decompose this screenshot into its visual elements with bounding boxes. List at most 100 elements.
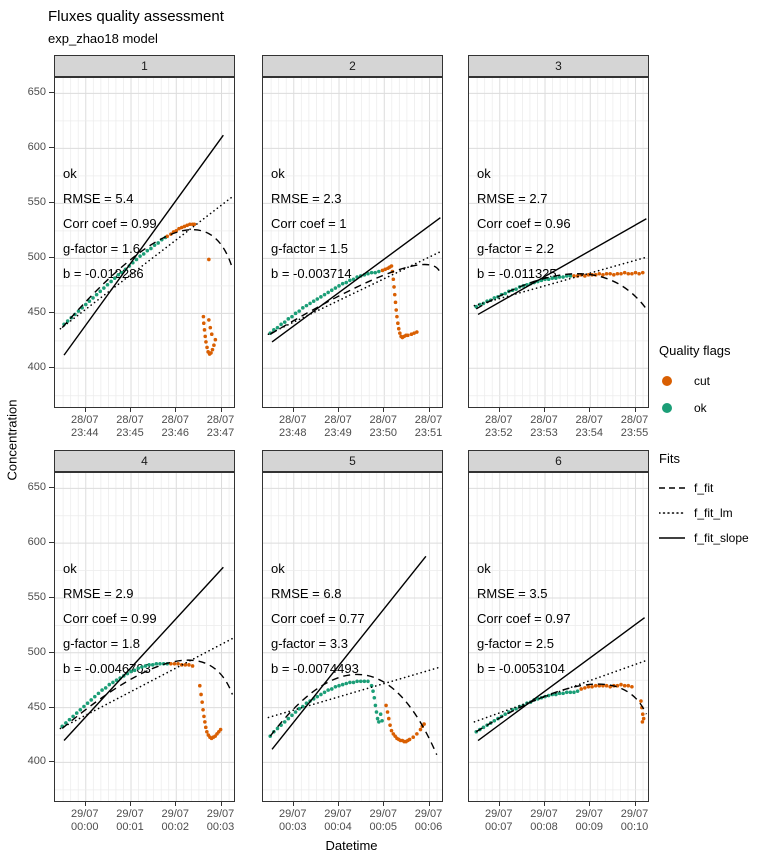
facet-strip: 3 — [468, 55, 649, 77]
x-tick-label-line: 23:52 — [485, 427, 513, 439]
point-ok — [149, 246, 153, 251]
point-cut — [177, 226, 181, 231]
point-ok — [286, 716, 291, 721]
point-cut — [183, 663, 188, 667]
legend-item-f_fit_lm: f_fit_lm — [659, 500, 765, 525]
point-ok — [337, 284, 341, 288]
x-tick-label-line: 29/07 — [71, 808, 99, 820]
x-tick-label: 28/07 23:50 — [360, 414, 406, 440]
point-ok — [481, 725, 486, 730]
point-ok — [93, 694, 97, 699]
point-ok — [377, 269, 381, 274]
point-ok — [329, 687, 334, 691]
fit-line-f-fit-slope — [477, 218, 647, 316]
fit-line-f-fit — [61, 229, 234, 329]
x-tick-label: 29/07 00:02 — [152, 808, 198, 834]
legend-item-f_fit_slope: f_fit_slope — [659, 525, 765, 550]
point-cut — [398, 331, 402, 335]
legend-item-f_fit: f_fit — [659, 475, 765, 500]
point-ok — [568, 690, 573, 695]
point-ok — [156, 241, 160, 245]
y-tick-label: 650 — [27, 86, 46, 99]
fit-line-f-fit — [475, 683, 648, 733]
panel-annotation-line: RMSE = 3.5 — [477, 586, 547, 601]
point-cut — [393, 300, 398, 305]
x-tick-mark — [84, 408, 86, 412]
legend-item-label: f_fit_slope — [694, 530, 749, 545]
fit-line-f-fit-lm — [267, 250, 442, 336]
facet-panel: ok RMSE = 6.8 Corr coef = 0.77 g-factor = 3… — [262, 472, 443, 802]
x-tick-label-line: 29/07 — [414, 808, 443, 820]
point-ok — [140, 665, 144, 669]
x-tick-label: 28/07 23:46 — [152, 414, 198, 440]
point-cut — [394, 308, 399, 312]
panel-annotation-line: ok — [271, 561, 285, 576]
point-cut — [590, 684, 594, 689]
point-ok — [333, 286, 338, 290]
x-tick-mark — [130, 802, 132, 806]
point-ok — [65, 319, 70, 323]
point-cut — [392, 292, 397, 297]
point-cut — [204, 340, 208, 344]
point-cut — [392, 285, 396, 289]
point-ok — [293, 710, 298, 714]
point-cut — [619, 682, 623, 687]
point-ok — [373, 270, 378, 275]
x-tick-mark — [292, 802, 294, 806]
point-cut — [179, 225, 184, 230]
x-tick-label-line: 28/07 — [530, 414, 558, 426]
y-tick-label: 400 — [27, 361, 46, 374]
point-cut — [202, 714, 206, 719]
point-cut — [207, 318, 211, 322]
point-cut — [203, 334, 208, 339]
x-tick-label-line: 29/07 — [324, 808, 352, 820]
y-tick-label: 450 — [27, 306, 46, 319]
point-cut — [384, 703, 388, 708]
point-cut — [383, 267, 387, 272]
point-cut — [380, 268, 385, 273]
y-tick-label: 600 — [27, 536, 46, 549]
point-ok — [375, 716, 380, 721]
point-ok — [326, 290, 330, 295]
point-ok — [154, 661, 159, 666]
point-cut — [572, 274, 576, 278]
point-ok — [550, 276, 555, 280]
x-tick-label-line: 00:02 — [161, 821, 190, 833]
point-cut — [201, 321, 206, 326]
point-ok — [319, 692, 323, 697]
fit-line-f-fit-lm — [59, 195, 234, 330]
point-ok — [145, 248, 150, 253]
facet-strip-label: 5 — [349, 454, 356, 468]
x-tick-label-line: 00:07 — [485, 821, 513, 833]
point-cut — [615, 271, 620, 276]
panel-annotation-line: ok — [477, 561, 491, 576]
x-tick-label-line: 28/07 — [620, 414, 649, 426]
point-ok — [112, 276, 117, 280]
point-ok — [150, 663, 155, 667]
x-tick-label-line: 28/07 — [414, 414, 443, 426]
point-cut — [207, 257, 211, 262]
y-tick-mark — [49, 542, 54, 544]
point-ok — [105, 282, 110, 287]
point-ok — [326, 688, 330, 692]
point-ok — [546, 277, 551, 282]
point-cut — [640, 270, 645, 275]
point-cut — [641, 716, 646, 721]
point-ok — [322, 690, 327, 695]
plot-title: Fluxes quality assessment — [48, 8, 224, 25]
point-ok — [96, 691, 101, 696]
x-tick-label: 28/07 23:49 — [315, 414, 361, 440]
fit-line-f-fit-lm — [267, 666, 442, 719]
point-ok — [158, 661, 162, 666]
facet-strip: 2 — [262, 55, 443, 77]
x-tick-label-line: 29/07 — [206, 808, 235, 820]
x-tick-mark — [498, 802, 500, 806]
y-tick-label: 500 — [27, 251, 46, 264]
point-cut — [622, 270, 627, 275]
y-tick-label: 500 — [27, 645, 46, 658]
x-tick-label-line: 23:47 — [206, 427, 235, 439]
x-tick-mark — [220, 408, 222, 412]
point-cut — [626, 683, 631, 688]
point-cut — [205, 729, 209, 734]
point-cut — [176, 661, 180, 666]
